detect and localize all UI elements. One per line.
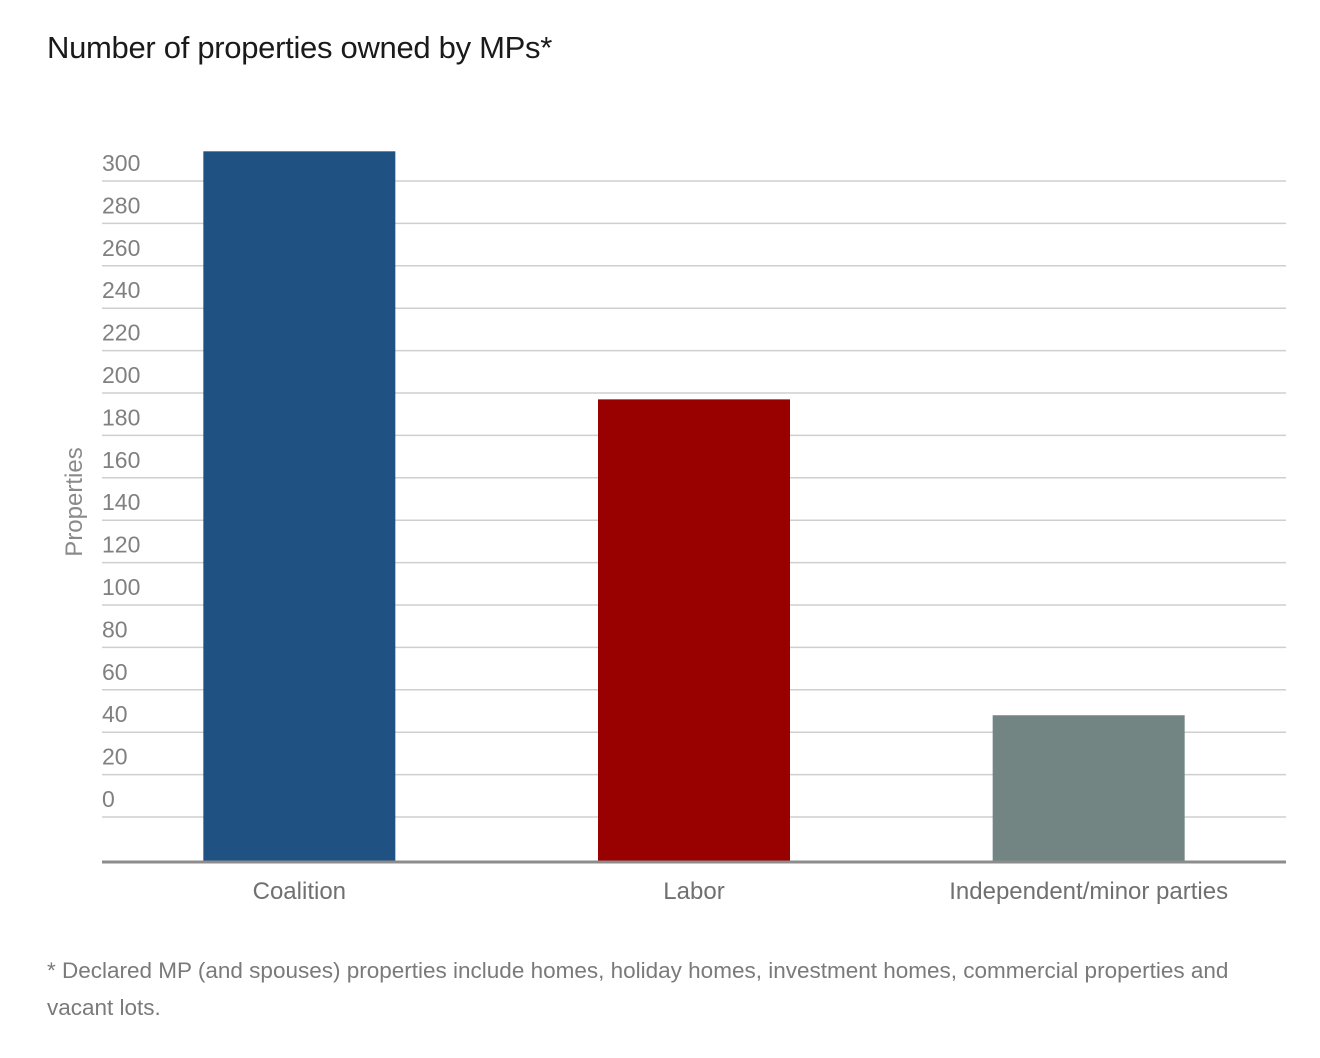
y-tick-label: 40	[102, 701, 128, 727]
y-tick-label: 240	[102, 277, 140, 303]
y-tick-label: 0	[102, 786, 115, 812]
y-tick-label: 260	[102, 235, 140, 261]
y-tick-label: 80	[102, 616, 128, 642]
y-tick-label: 300	[102, 150, 140, 176]
bar-coalition	[203, 151, 396, 862]
x-category-label: Coalition	[253, 878, 346, 905]
y-tick-label: 160	[102, 447, 140, 473]
y-tick-label: 120	[102, 532, 140, 558]
y-tick-label: 60	[102, 659, 128, 685]
y-tick-label: 180	[102, 404, 140, 430]
bar-chart: 0 20 40 60 80 100 120 140 160 180 200 220 240 260 280 3…	[61, 150, 1286, 905]
bar-labor	[598, 399, 790, 862]
y-tick-label: 200	[102, 362, 140, 388]
y-tick-label: 140	[102, 489, 140, 515]
x-axis-categories: Coalition Labor Independent/minor parties	[253, 878, 1228, 905]
x-category-label: Labor	[663, 878, 724, 905]
bars	[203, 151, 1185, 862]
y-tick-label: 220	[102, 320, 140, 346]
y-tick-label: 280	[102, 192, 140, 218]
footnote: * Declared MP (and spouses) properties i…	[47, 958, 1229, 1020]
y-tick-label: 20	[102, 744, 128, 770]
y-tick-label: 100	[102, 574, 140, 600]
x-category-label: Independent/minor parties	[949, 878, 1228, 905]
y-axis-ticks: 0 20 40 60 80 100 120 140 160 180 200 220 240 260 280 3…	[102, 150, 140, 812]
bar-independent-minor-parties	[992, 715, 1185, 862]
chart-title: Number of properties owned by MPs*	[47, 30, 552, 65]
y-axis-title: Properties	[61, 447, 88, 556]
